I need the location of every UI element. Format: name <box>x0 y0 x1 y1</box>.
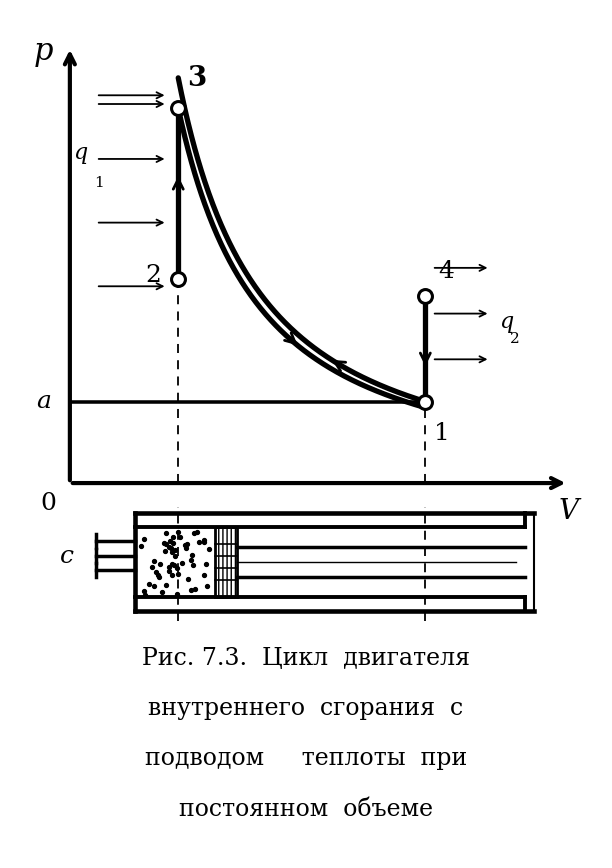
Text: c: c <box>60 545 74 568</box>
Text: 0: 0 <box>40 492 56 515</box>
Bar <box>215 527 237 597</box>
Text: 4: 4 <box>438 260 454 283</box>
Text: 3: 3 <box>187 65 206 92</box>
Text: p: p <box>34 36 54 67</box>
Text: 2: 2 <box>510 332 520 346</box>
Text: 1: 1 <box>94 176 103 190</box>
Text: a: a <box>37 390 51 413</box>
Text: 2: 2 <box>145 264 161 286</box>
Text: V: V <box>558 498 578 525</box>
Text: q: q <box>499 311 513 332</box>
Text: внутреннего  сгорания  с: внутреннего сгорания с <box>149 697 463 720</box>
Text: Рис. 7.3.  Цикл  двигателя: Рис. 7.3. Цикл двигателя <box>142 647 470 669</box>
Text: q: q <box>73 142 88 164</box>
Text: 1: 1 <box>434 422 450 445</box>
Text: подводом     теплоты  при: подводом теплоты при <box>145 747 467 770</box>
Text: постоянном  объеме: постоянном объеме <box>179 798 433 820</box>
